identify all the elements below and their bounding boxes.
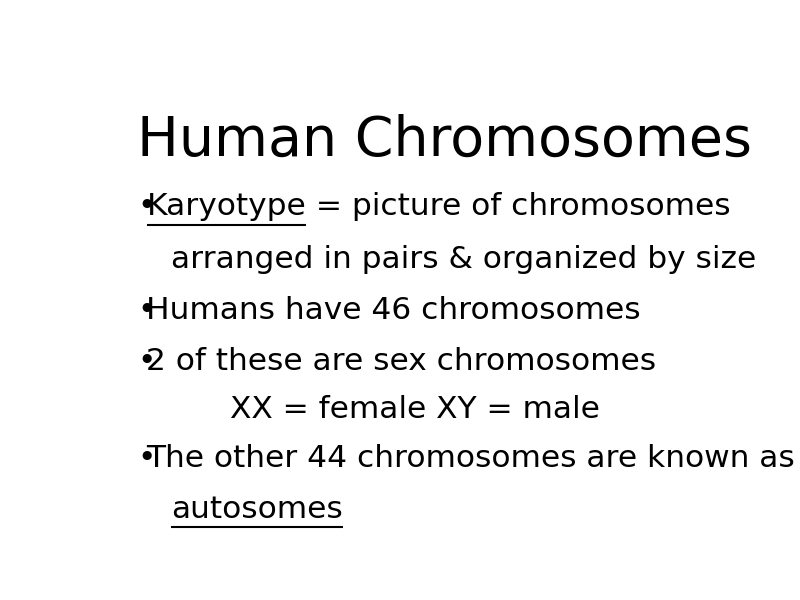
Text: 2 of these are sex chromosomes: 2 of these are sex chromosomes	[146, 347, 657, 376]
Text: •: •	[138, 444, 155, 473]
Text: The other 44 chromosomes are known as: The other 44 chromosomes are known as	[146, 444, 795, 473]
Text: XX = female XY = male: XX = female XY = male	[230, 395, 600, 424]
Text: autosomes: autosomes	[171, 495, 343, 524]
Text: •: •	[138, 347, 155, 376]
Text: •: •	[138, 296, 155, 325]
Text: Humans have 46 chromosomes: Humans have 46 chromosomes	[146, 296, 641, 325]
Text: = picture of chromosomes: = picture of chromosomes	[306, 192, 731, 221]
Text: Karyotype: Karyotype	[146, 192, 306, 221]
Text: arranged in pairs & organized by size: arranged in pairs & organized by size	[171, 245, 757, 274]
Text: Human Chromosomes: Human Chromosomes	[138, 113, 752, 167]
Text: •: •	[138, 192, 155, 221]
